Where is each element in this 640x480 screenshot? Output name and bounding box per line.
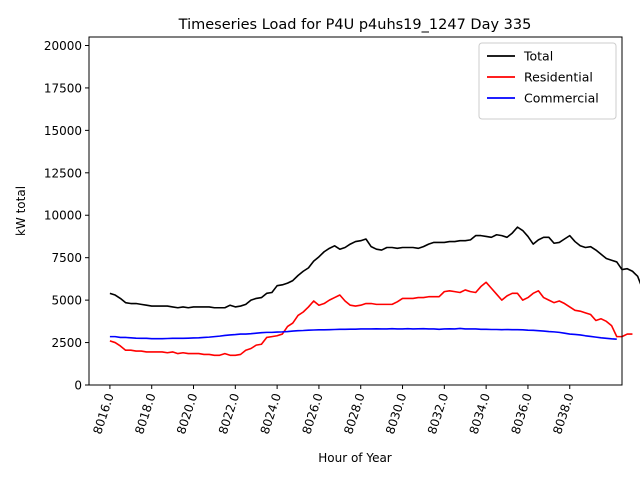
y-tick-label: 0 bbox=[74, 379, 82, 393]
y-tick-label: 5000 bbox=[51, 294, 82, 308]
plot-lines bbox=[109, 226, 640, 357]
legend: Total Residential Commercial bbox=[478, 42, 617, 120]
y-tick-label: 20000 bbox=[44, 39, 82, 53]
y-tick-label: 2500 bbox=[51, 336, 82, 350]
plot-frame bbox=[88, 36, 623, 386]
legend-box bbox=[478, 42, 617, 120]
chart-title: Timeseries Load for P4U p4uhs19_1247 Day… bbox=[178, 17, 532, 33]
series-line-residential bbox=[109, 281, 633, 357]
y-axis-ticks: 0 2500 5000 7500 10000 12500 15000 17500 20000 bbox=[44, 39, 89, 393]
y-tick-label: 15000 bbox=[44, 124, 82, 138]
y-axis-label: kW total bbox=[14, 186, 28, 236]
legend-label-residential: Residential bbox=[524, 70, 593, 85]
y-tick-label: 12500 bbox=[44, 166, 82, 180]
legend-label-total: Total bbox=[523, 49, 553, 64]
y-tick-label: 7500 bbox=[51, 251, 82, 265]
series-line-commercial bbox=[109, 327, 617, 340]
y-tick-label: 17500 bbox=[44, 81, 82, 95]
series-line-total bbox=[109, 226, 640, 309]
legend-label-commercial: Commercial bbox=[524, 91, 599, 106]
y-tick-label: 10000 bbox=[44, 209, 82, 223]
x-axis-label: Hour of Year bbox=[318, 451, 392, 465]
